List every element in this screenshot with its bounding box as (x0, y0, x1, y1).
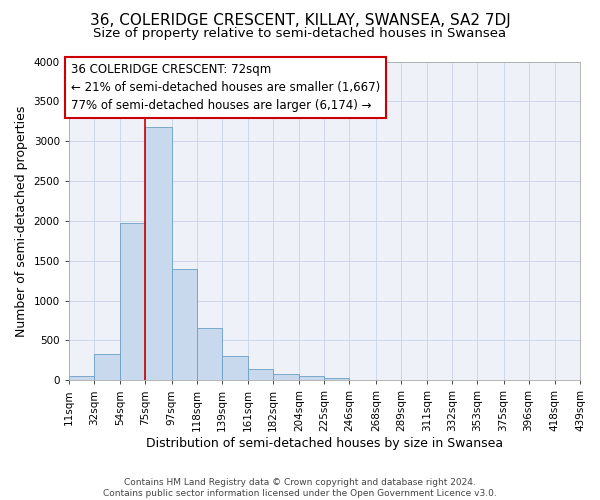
Bar (299, 376, 325, 380)
Bar (172, 268, 197, 380)
Text: 36, COLERIDGE CRESCENT, KILLAY, SWANSEA, SA2 7DJ: 36, COLERIDGE CRESCENT, KILLAY, SWANSEA,… (89, 12, 511, 28)
Bar (325, 378, 349, 380)
X-axis label: Distribution of semi-detached houses by size in Swansea: Distribution of semi-detached houses by … (146, 437, 503, 450)
Bar (145, 128, 172, 380)
Bar (273, 374, 299, 380)
Y-axis label: Number of semi-detached properties: Number of semi-detached properties (15, 105, 28, 336)
Text: Size of property relative to semi-detached houses in Swansea: Size of property relative to semi-detach… (94, 28, 506, 40)
Bar (120, 223, 145, 380)
Bar (94, 354, 120, 380)
Bar (222, 356, 248, 380)
Bar (248, 369, 273, 380)
Bar (197, 328, 222, 380)
Text: 36 COLERIDGE CRESCENT: 72sqm
← 21% of semi-detached houses are smaller (1,667)
7: 36 COLERIDGE CRESCENT: 72sqm ← 21% of se… (71, 63, 380, 112)
Text: Contains HM Land Registry data © Crown copyright and database right 2024.
Contai: Contains HM Land Registry data © Crown c… (103, 478, 497, 498)
Bar (69, 376, 94, 380)
